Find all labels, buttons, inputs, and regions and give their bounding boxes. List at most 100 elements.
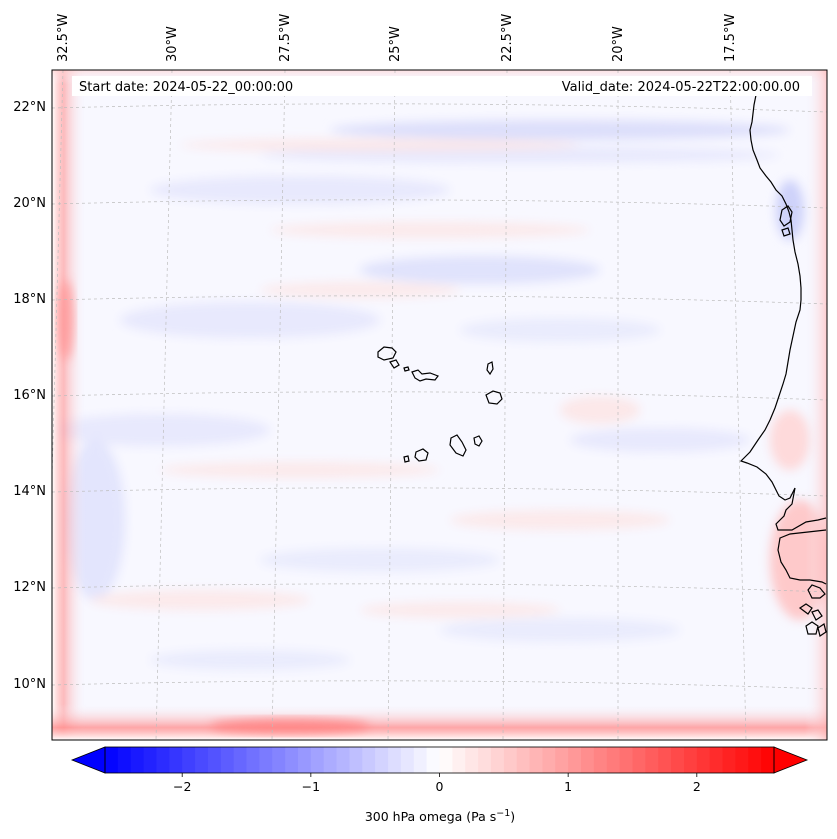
cape-verde-fogo bbox=[414, 448, 429, 462]
omega-left-edge-max bbox=[58, 280, 74, 360]
map-panel: Start date: 2024-05-22_00:00:00 Valid_da… bbox=[52, 70, 827, 740]
african-coastline bbox=[739, 89, 802, 501]
longitude-labels: 32.5°W 30°W 27.5°W 25°W 22.5°W 20°W 17.5… bbox=[56, 14, 738, 62]
colorbar-segment bbox=[568, 747, 582, 773]
colorbar-tick-label: −2 bbox=[173, 779, 191, 794]
colorbar-segment bbox=[465, 747, 479, 773]
parallel-gridline bbox=[52, 391, 827, 401]
omega-positive-band bbox=[90, 590, 310, 610]
colorbar-segment bbox=[349, 747, 363, 773]
omega-negative-band bbox=[260, 548, 500, 572]
coastlines bbox=[377, 89, 827, 637]
cape-verde-sal bbox=[486, 361, 494, 376]
omega-positive-band bbox=[160, 462, 440, 478]
colorbar-segment bbox=[207, 747, 222, 773]
colorbar-segment bbox=[195, 747, 209, 773]
longitude-label: 27.5°W bbox=[278, 14, 293, 62]
colorbar-segment bbox=[645, 747, 659, 773]
cape-verde-santa-luzia bbox=[403, 366, 410, 372]
colorbar-segment bbox=[285, 747, 299, 773]
bijagos-islands bbox=[798, 584, 827, 637]
latitude-label: 12°N bbox=[13, 580, 46, 595]
omega-negative-band bbox=[150, 176, 450, 204]
map-gridlines bbox=[52, 70, 827, 740]
colorbar-segment bbox=[297, 747, 312, 773]
parallel-gridline bbox=[52, 295, 827, 305]
cape-verde-sao-nicolau bbox=[411, 369, 439, 382]
omega-right-edge bbox=[805, 70, 827, 740]
meridian-gridline bbox=[387, 70, 396, 740]
colorbar-tick-label: 2 bbox=[693, 779, 701, 794]
latitude-label: 16°N bbox=[13, 388, 46, 403]
colorbar-segment bbox=[362, 747, 376, 773]
colorbar-extend-high bbox=[773, 746, 809, 774]
latitude-labels: 22°N 20°N 18°N 16°N 14°N 12°N 10°N bbox=[13, 100, 46, 692]
colorbar-segment bbox=[683, 747, 698, 773]
colorbar-segment bbox=[156, 747, 170, 773]
colorbar-segment bbox=[130, 747, 145, 773]
colorbar-segment bbox=[696, 747, 711, 773]
meridian-gridline bbox=[155, 70, 173, 740]
omega-positive-band bbox=[560, 396, 640, 424]
omega-negative-band bbox=[120, 302, 380, 338]
colorbar-segment bbox=[452, 747, 466, 773]
colorbar-segment bbox=[375, 747, 389, 773]
parallel-gridline bbox=[52, 487, 827, 497]
omega-bottom-edge bbox=[52, 704, 827, 740]
colorbar-segment bbox=[220, 747, 235, 773]
colorbar-segment bbox=[478, 747, 492, 773]
omega-positive-band bbox=[260, 282, 460, 298]
header-banner bbox=[72, 76, 812, 96]
omega-positive-band bbox=[180, 139, 580, 151]
colorbar-label-main: 300 hPa omega (Pa s bbox=[365, 809, 496, 824]
cape-verde-boa-vista bbox=[485, 390, 503, 405]
meridian-gridline bbox=[271, 70, 286, 740]
colorbar-segment bbox=[182, 747, 196, 773]
omega-negative-band bbox=[260, 147, 780, 163]
omega-negative-band bbox=[52, 414, 270, 446]
colorbar-segment bbox=[671, 747, 685, 773]
colorbar-tick-label: −1 bbox=[302, 779, 320, 794]
valid-date-label: Valid_date: 2024-05-22T22:00:00.00 bbox=[562, 80, 800, 95]
colorbar-segment bbox=[503, 747, 518, 773]
colorbar-segment bbox=[413, 747, 428, 773]
meridian-gridline bbox=[502, 70, 508, 740]
longitude-label: 25°W bbox=[388, 26, 403, 62]
longitude-label: 32.5°W bbox=[56, 14, 71, 62]
colorbar-label-close: ) bbox=[510, 809, 515, 824]
omega-negative-band bbox=[570, 428, 750, 452]
omega-left-edge bbox=[52, 70, 86, 740]
latitude-label: 18°N bbox=[13, 292, 46, 307]
cape-verde-sao-vicente bbox=[389, 359, 400, 369]
start-date-label: Start date: 2024-05-22_00:00:00 bbox=[79, 80, 293, 95]
colorbar-segment bbox=[619, 747, 634, 773]
colorbar-extend-low bbox=[70, 746, 106, 774]
longitude-label: 17.5°W bbox=[723, 14, 738, 62]
colorbar-segment bbox=[709, 747, 724, 773]
omega-bottom-edge-max bbox=[210, 718, 370, 734]
colorbar-segment bbox=[272, 747, 286, 773]
latitude-label: 10°N bbox=[13, 677, 46, 692]
colorbar-segment bbox=[169, 747, 183, 773]
cape-verde-santiago bbox=[449, 434, 467, 457]
parallel-gridline bbox=[52, 199, 827, 209]
colorbar-segment bbox=[581, 747, 595, 773]
latitude-label: 20°N bbox=[13, 196, 46, 211]
omega-positive-band bbox=[450, 510, 670, 530]
colorbar-segment bbox=[735, 747, 749, 773]
colorbar-segment bbox=[426, 747, 441, 773]
cape-verde-santo-antao bbox=[377, 346, 397, 361]
omega-positive-band bbox=[360, 602, 560, 618]
latitude-label: 14°N bbox=[13, 484, 46, 499]
colorbar-label: 300 hPa omega (Pa s−1) bbox=[365, 808, 515, 824]
colorbar-segments bbox=[105, 747, 775, 773]
parallel-gridline bbox=[52, 103, 827, 113]
omega-negative-band bbox=[460, 318, 660, 342]
cape-verde-maio bbox=[473, 435, 483, 447]
colorbar-segment bbox=[529, 747, 544, 773]
colorbar-segment bbox=[323, 747, 338, 773]
omega-negative-band bbox=[360, 256, 600, 284]
colorbar-segment bbox=[336, 747, 351, 773]
colorbar-segment bbox=[658, 747, 672, 773]
longitude-label: 22.5°W bbox=[500, 14, 515, 62]
